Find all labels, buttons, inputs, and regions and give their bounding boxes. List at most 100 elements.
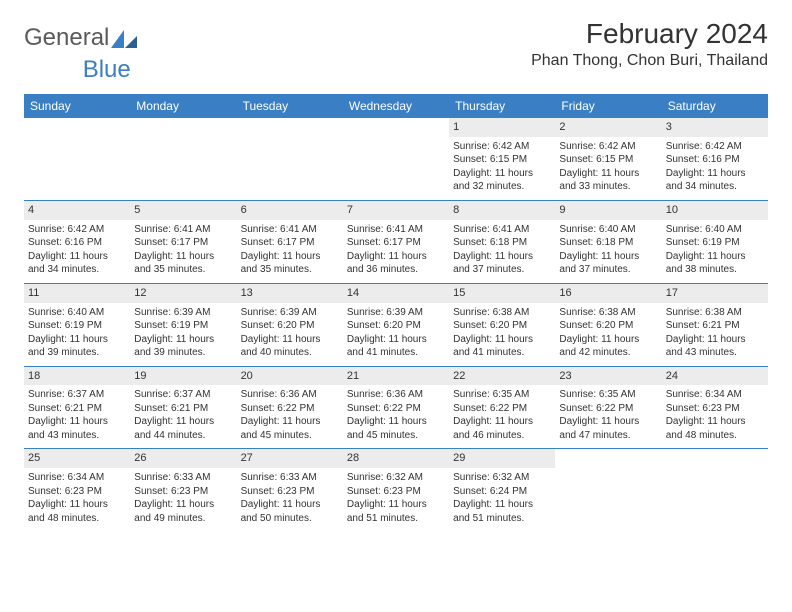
sunrise-text: Sunrise: 6:37 AM: [134, 388, 232, 402]
daylight-text: Daylight: 11 hours and 43 minutes.: [28, 415, 126, 442]
sunrise-text: Sunrise: 6:32 AM: [347, 471, 445, 485]
daylight-text: Daylight: 11 hours and 35 minutes.: [241, 250, 339, 277]
day-number: 28: [343, 449, 449, 468]
sail-icon: [111, 30, 137, 48]
sunset-text: Sunset: 6:22 PM: [453, 402, 551, 416]
sunset-text: Sunset: 6:21 PM: [666, 319, 764, 333]
daylight-text: Daylight: 11 hours and 39 minutes.: [134, 333, 232, 360]
sunset-text: Sunset: 6:19 PM: [666, 236, 764, 250]
sunrise-text: Sunrise: 6:39 AM: [134, 306, 232, 320]
sunset-text: Sunset: 6:23 PM: [241, 485, 339, 499]
day-cell: 29 Sunrise: 6:32 AMSunset: 6:24 PMDayligh…: [449, 449, 555, 531]
daylight-text: Daylight: 11 hours and 32 minutes.: [453, 167, 551, 194]
sunrise-text: Sunrise: 6:42 AM: [28, 223, 126, 237]
day-number: 29: [449, 449, 555, 468]
sunrise-text: Sunrise: 6:33 AM: [134, 471, 232, 485]
day-cell: 17Sunrise: 6:38 AMSunset: 6:21 PMDayligh…: [662, 284, 768, 366]
sunset-text: Sunset: 6:16 PM: [666, 153, 764, 167]
day-number: 26: [130, 449, 236, 468]
sunset-text: Sunset: 6:23 PM: [134, 485, 232, 499]
sunset-text: Sunset: 6:21 PM: [134, 402, 232, 416]
sunset-text: Sunset: 6:16 PM: [28, 236, 126, 250]
daylight-text: Daylight: 11 hours and 51 minutes.: [347, 498, 445, 525]
sunset-text: Sunset: 6:17 PM: [134, 236, 232, 250]
day-cell: 1Sunrise: 6:42 AMSunset: 6:15 PMDaylight…: [449, 118, 555, 200]
day-cell: 2Sunrise: 6:42 AMSunset: 6:15 PMDaylight…: [555, 118, 661, 200]
day-cell: 25Sunrise: 6:34 AMSunset: 6:23 PMDayligh…: [24, 449, 130, 531]
day-cell: 20Sunrise: 6:36 AMSunset: 6:22 PMDayligh…: [237, 367, 343, 449]
weeks-container: 1Sunrise: 6:42 AMSunset: 6:15 PMDaylight…: [24, 118, 768, 531]
daylight-text: Daylight: 11 hours and 51 minutes.: [453, 498, 551, 525]
sunrise-text: Sunrise: 6:36 AM: [347, 388, 445, 402]
daylight-text: Daylight: 11 hours and 41 minutes.: [453, 333, 551, 360]
day-number: 16: [555, 284, 661, 303]
daylight-text: Daylight: 11 hours and 40 minutes.: [241, 333, 339, 360]
day-cell-empty: [343, 118, 449, 200]
daylight-text: Daylight: 11 hours and 41 minutes.: [347, 333, 445, 360]
day-cell: 8Sunrise: 6:41 AMSunset: 6:18 PMDaylight…: [449, 201, 555, 283]
sunset-text: Sunset: 6:24 PM: [453, 485, 551, 499]
weekday-label: Sunday: [24, 94, 130, 118]
day-number: 4: [24, 201, 130, 220]
day-cell: 28 Sunrise: 6:32 AMSunset: 6:23 PMDayligh…: [343, 449, 449, 531]
weekday-label: Thursday: [449, 94, 555, 118]
sunset-text: Sunset: 6:23 PM: [28, 485, 126, 499]
day-number: [24, 118, 130, 122]
calendar: Sunday Monday Tuesday Wednesday Thursday…: [24, 94, 768, 531]
day-cell: 26Sunrise: 6:33 AMSunset: 6:23 PMDayligh…: [130, 449, 236, 531]
location-label: Phan Thong, Chon Buri, Thailand: [531, 52, 768, 70]
day-cell: 5Sunrise: 6:41 AMSunset: 6:17 PMDaylight…: [130, 201, 236, 283]
day-number: 11: [24, 284, 130, 303]
daylight-text: Daylight: 11 hours and 45 minutes.: [241, 415, 339, 442]
brand-part2: Blue: [83, 56, 131, 84]
sunrise-text: Sunrise: 6:38 AM: [453, 306, 551, 320]
day-number: 8: [449, 201, 555, 220]
daylight-text: Daylight: 11 hours and 46 minutes.: [453, 415, 551, 442]
day-cell: 7Sunrise: 6:41 AMSunset: 6:17 PMDaylight…: [343, 201, 449, 283]
sunrise-text: Sunrise: 6:35 AM: [453, 388, 551, 402]
week-row: 1Sunrise: 6:42 AMSunset: 6:15 PMDaylight…: [24, 118, 768, 201]
day-cell: 15Sunrise: 6:38 AMSunset: 6:20 PMDayligh…: [449, 284, 555, 366]
day-cell: 10Sunrise: 6:40 AMSunset: 6:19 PMDayligh…: [662, 201, 768, 283]
daylight-text: Daylight: 11 hours and 44 minutes.: [134, 415, 232, 442]
day-cell: 16Sunrise: 6:38 AMSunset: 6:20 PMDayligh…: [555, 284, 661, 366]
day-number: 5: [130, 201, 236, 220]
day-number: [237, 118, 343, 122]
daylight-text: Daylight: 11 hours and 33 minutes.: [559, 167, 657, 194]
sunrise-text: Sunrise: 6:32 AM: [453, 471, 551, 485]
sunrise-text: Sunrise: 6:41 AM: [134, 223, 232, 237]
daylight-text: Daylight: 11 hours and 45 minutes.: [347, 415, 445, 442]
day-number: 21: [343, 367, 449, 386]
day-cell: 18Sunrise: 6:37 AMSunset: 6:21 PMDayligh…: [24, 367, 130, 449]
day-cell: 11Sunrise: 6:40 AMSunset: 6:19 PMDayligh…: [24, 284, 130, 366]
sunrise-text: Sunrise: 6:41 AM: [453, 223, 551, 237]
day-number: 20: [237, 367, 343, 386]
sunset-text: Sunset: 6:20 PM: [347, 319, 445, 333]
sunrise-text: Sunrise: 6:38 AM: [666, 306, 764, 320]
sunset-text: Sunset: 6:18 PM: [559, 236, 657, 250]
day-cell-empty: [237, 118, 343, 200]
sunset-text: Sunset: 6:23 PM: [347, 485, 445, 499]
sunrise-text: Sunrise: 6:37 AM: [28, 388, 126, 402]
day-number: [343, 118, 449, 122]
daylight-text: Daylight: 11 hours and 42 minutes.: [559, 333, 657, 360]
sunset-text: Sunset: 6:19 PM: [28, 319, 126, 333]
day-number: 17: [662, 284, 768, 303]
sunset-text: Sunset: 6:17 PM: [347, 236, 445, 250]
weekday-label: Wednesday: [343, 94, 449, 118]
day-number: 13: [237, 284, 343, 303]
day-number: 27: [237, 449, 343, 468]
day-number: 22: [449, 367, 555, 386]
day-cell: 14Sunrise: 6:39 AMSunset: 6:20 PMDayligh…: [343, 284, 449, 366]
day-cell-empty: [24, 118, 130, 200]
day-cell: 3Sunrise: 6:42 AMSunset: 6:16 PMDaylight…: [662, 118, 768, 200]
day-number: [130, 118, 236, 122]
day-cell: 6Sunrise: 6:41 AMSunset: 6:17 PMDaylight…: [237, 201, 343, 283]
sunset-text: Sunset: 6:22 PM: [241, 402, 339, 416]
sunset-text: Sunset: 6:20 PM: [453, 319, 551, 333]
sunset-text: Sunset: 6:18 PM: [453, 236, 551, 250]
day-cell: 13Sunrise: 6:39 AMSunset: 6:20 PMDayligh…: [237, 284, 343, 366]
weekday-label: Monday: [130, 94, 236, 118]
sunrise-text: Sunrise: 6:40 AM: [559, 223, 657, 237]
sunrise-text: Sunrise: 6:42 AM: [666, 140, 764, 154]
